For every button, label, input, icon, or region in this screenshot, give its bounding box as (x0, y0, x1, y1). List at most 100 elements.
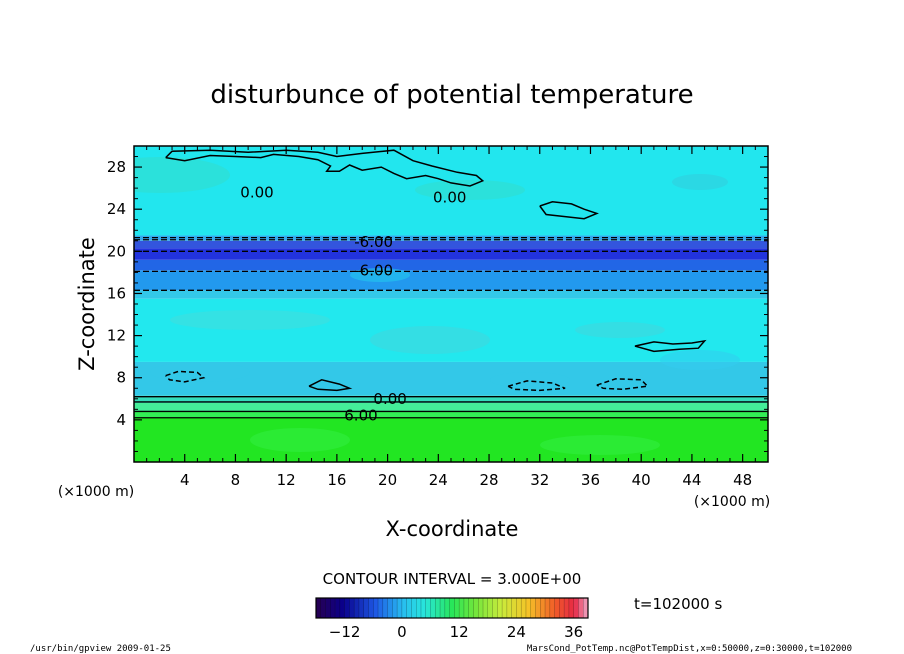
colorbar-cell-45 (530, 598, 536, 618)
y-tick-label-0: 4 (116, 411, 126, 429)
y-tick-label-1: 8 (116, 369, 126, 387)
colorbar-cell-5 (339, 598, 345, 618)
colorbar-tick-label-3: 24 (507, 623, 526, 641)
heatmap-layer-8 (134, 259, 768, 271)
heatmap-layer-7 (134, 270, 768, 291)
texture-blobs (134, 157, 740, 455)
contour-labels: 0.00 0.00-6.00-6.000.006.00 (240, 183, 466, 425)
colorbar-cell-48 (545, 598, 551, 618)
colorbar-cell-41 (511, 598, 517, 618)
contour-label-3: -6.00 (354, 261, 393, 279)
x-tick-label-3: 16 (327, 471, 346, 489)
colorbar-cell-38 (497, 598, 503, 618)
colorbar-cell-27 (444, 598, 450, 618)
texture-blob-8 (150, 362, 250, 382)
contour-label-5: 6.00 (344, 407, 377, 425)
contour-path-1 (539, 201, 599, 220)
texture-blob-7 (660, 350, 740, 370)
time-label: t=102000 s (634, 595, 722, 613)
contour-path-4 (507, 380, 566, 392)
heatmap-layer-1 (134, 411, 768, 418)
colorbar-cell-37 (492, 598, 498, 618)
y-axis-ticks: 4 8 12 16 20 24 28 (107, 156, 768, 452)
colorbar-tick-labels: −12 0 12 24 36 (329, 623, 583, 641)
colorbar (315, 597, 589, 619)
x-axis-label: X-coordinate (386, 517, 519, 541)
texture-blob-11 (540, 435, 660, 455)
colorbar-tick-label-1: 0 (397, 623, 407, 641)
colorbar-frame (315, 597, 589, 619)
contour-path-2 (634, 339, 707, 353)
colorbar-tick-label-2: 12 (450, 623, 469, 641)
colorbar-cell-24 (430, 598, 436, 618)
colorbar-cell-32 (468, 598, 474, 618)
x-tick-label-10: 44 (682, 471, 701, 489)
colorbar-cell-25 (435, 598, 441, 618)
colorbar-cell-40 (506, 598, 512, 618)
x-tick-label-2: 12 (277, 471, 296, 489)
y-tick-label-2: 12 (107, 327, 126, 345)
colorbar-cell-19 (406, 598, 412, 618)
colorbar-cell-21 (416, 598, 422, 618)
x-tick-label-4: 20 (378, 471, 397, 489)
texture-blob-10 (250, 428, 350, 452)
colorbar-cell-26 (440, 598, 446, 618)
colorbar-cell-49 (549, 598, 555, 618)
x-tick-label-6: 28 (479, 471, 498, 489)
colorbar-cell-43 (521, 598, 527, 618)
y-tick-label-6: 28 (107, 158, 126, 176)
colorbar-cell-0 (316, 598, 322, 618)
texture-blob-0 (134, 157, 230, 193)
contour-label-4: 0.00 (373, 390, 406, 408)
heatmap-layer-0 (134, 417, 768, 462)
texture-blob-1 (415, 180, 525, 200)
heatmap-layer-3 (134, 395, 768, 404)
colorbar-cell-28 (449, 598, 455, 618)
colorbar-cell-46 (535, 598, 541, 618)
colorbar-cell-4 (335, 598, 341, 618)
colorbar-cell-2 (325, 598, 331, 618)
colorbar-tick-label-0: −12 (329, 623, 361, 641)
contour-label-0: 0.00 (240, 183, 273, 201)
colorbar-cell-8 (354, 598, 360, 618)
y-axis-label: Z-coordinate (75, 237, 99, 371)
x-tick-label-1: 8 (231, 471, 241, 489)
colorbar-cell-10 (363, 598, 369, 618)
heatmap-layer-6 (134, 290, 768, 299)
colorbar-cell-52 (564, 598, 570, 618)
colorbar-cell-50 (554, 598, 560, 618)
colorbar-tick-label-4: 36 (564, 623, 583, 641)
y-tick-label-5: 24 (107, 200, 126, 218)
contour-lines (134, 236, 768, 419)
heatmap-layer-9 (134, 248, 768, 260)
colorbar-cell-44 (525, 598, 532, 618)
x-unit-left: (×1000 m) (58, 484, 134, 500)
colorbar-cell-35 (483, 598, 489, 618)
colorbar-cell-42 (516, 598, 522, 618)
colorbar-cell-18 (401, 598, 407, 618)
colorbar-cell-14 (382, 598, 388, 618)
colorbar-cell-54 (573, 598, 579, 618)
colorbar-cell-11 (368, 598, 374, 618)
colorbar-cell-7 (349, 598, 355, 618)
colorbar-cell-15 (387, 598, 393, 618)
colorbar-cell-53 (568, 598, 574, 618)
contour-label-2: -6.00 (354, 233, 393, 251)
colorbar-cell-3 (330, 598, 336, 618)
colorbar-cell-55 (578, 598, 584, 618)
colorbar-cell-47 (540, 598, 546, 618)
texture-blob-9 (490, 372, 570, 388)
colorbar-cell-30 (459, 598, 465, 618)
contour-paths (165, 149, 707, 392)
heatmap-layer-10 (134, 240, 768, 249)
chart-title: disturbunce of potential temperature (210, 80, 693, 110)
contour-path-0 (165, 149, 485, 187)
texture-blob-5 (370, 326, 490, 354)
x-tick-label-7: 32 (530, 471, 549, 489)
colorbar-cell-13 (378, 598, 384, 618)
contour-path-6 (308, 379, 353, 392)
x-tick-label-9: 40 (632, 471, 651, 489)
x-tick-label-11: 48 (733, 471, 752, 489)
y-tick-label-3: 16 (107, 284, 126, 302)
